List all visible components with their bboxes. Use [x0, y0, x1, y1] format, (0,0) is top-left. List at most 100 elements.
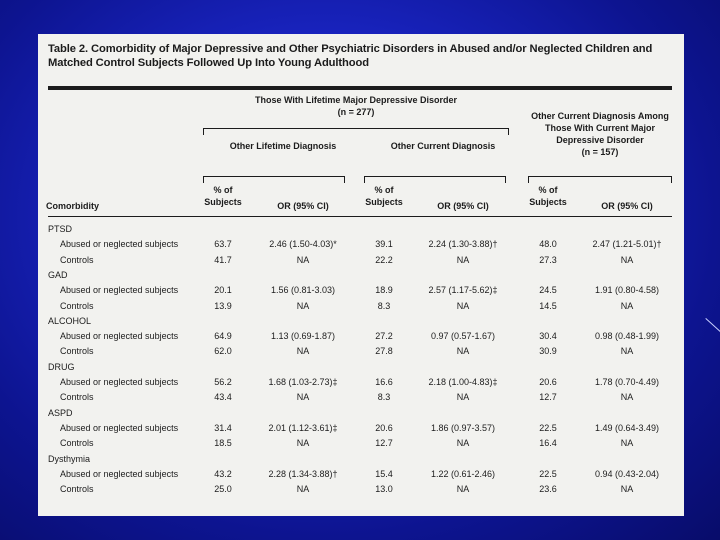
table-cell: 63.7	[214, 239, 232, 250]
table-row: Controls 41.7 NA 22.2 NA 27.3 NA	[38, 253, 684, 268]
current-group-n: (n = 157)	[581, 147, 619, 157]
table-cell: 16.6	[375, 377, 393, 387]
table-cell: 2.18 (1.00-4.83)‡	[428, 377, 498, 387]
current-group-header: Other Current Diagnosis Among Those With…	[530, 110, 670, 158]
table-cell: 43.4	[214, 392, 232, 403]
row-label: Abused or neglected subjects	[60, 422, 179, 433]
group-label: ALCOHOL	[48, 315, 92, 326]
table-cell: 27.3	[539, 254, 557, 265]
table-cell: 30.9	[539, 346, 557, 357]
table-cell: NA	[456, 254, 470, 265]
table-row: Controls 18.5 NA 12.7 NA 16.4 NA	[38, 436, 684, 451]
current-group-bracket	[528, 176, 672, 183]
table-panel: Table 2. Comorbidity of Major Depressive…	[38, 34, 684, 516]
row-label: Controls	[60, 484, 94, 495]
table-cell: 41.7	[214, 254, 232, 265]
table-cell: 18.9	[375, 285, 393, 296]
table-cell: 56.2	[214, 377, 232, 387]
or-header-1: OR (95% CI)	[277, 201, 329, 211]
group-row: DRUG	[38, 360, 684, 375]
pct-header-3: % of Subjects	[529, 185, 567, 207]
group-row: ASPD	[38, 406, 684, 421]
table-cell: NA	[620, 484, 634, 495]
table-cell: 0.97 (0.57-1.67)	[430, 331, 496, 342]
table-row: Abused or neglected subjects 31.4 2.01 (1.…	[38, 421, 684, 436]
group-row: GAD	[38, 268, 684, 283]
table-cell: 1.22 (0.61-2.46)	[430, 468, 496, 479]
table-cell: 31.4	[214, 422, 232, 433]
row-label: Abused or neglected subjects	[60, 239, 179, 250]
table-cell: NA	[296, 484, 310, 495]
table-cell: NA	[456, 484, 470, 495]
table-cell: NA	[620, 392, 634, 403]
table-cell: 14.5	[539, 300, 557, 311]
row-label: Controls	[60, 438, 94, 449]
table-cell: 12.7	[539, 392, 557, 403]
table-cell: NA	[456, 300, 470, 311]
comorbidity-header: Comorbidity	[46, 201, 99, 211]
table-cell: 43.2	[214, 468, 232, 479]
table-cell: 20.1	[214, 285, 232, 296]
table-cell: 27.8	[375, 346, 393, 357]
row-label: Controls	[60, 254, 94, 265]
other-lifetime-header: Other Lifetime Diagnosis	[229, 141, 337, 151]
table-cell: NA	[456, 438, 470, 449]
table-cell: 23.6	[539, 484, 557, 495]
table-cell: NA	[620, 254, 634, 265]
group-row: PTSD	[38, 222, 684, 237]
table-cell: 24.5	[539, 285, 557, 296]
table-cell: 39.1	[375, 239, 393, 250]
current-group-label: Other Current Diagnosis Among Those With…	[531, 111, 669, 145]
table-cell: 22.5	[539, 468, 557, 479]
group-label: DRUG	[48, 361, 75, 372]
lifetime-group-n: (n = 277)	[337, 107, 375, 117]
table-row: Abused or neglected subjects 63.7 2.46 (1.…	[38, 237, 684, 252]
table-cell: 12.7	[375, 438, 393, 449]
table-cell: NA	[296, 392, 310, 403]
table-cell: 1.78 (0.70-4.49)	[594, 377, 660, 387]
table-cell: 48.0	[539, 239, 557, 250]
table-cell: 22.5	[539, 422, 557, 433]
table-cell: 30.4	[539, 331, 557, 342]
lifetime-group-header: Those With Lifetime Major Depressive Dis…	[206, 94, 506, 118]
table-cell: 13.9	[214, 300, 232, 311]
table-cell: 2.57 (1.17-5.62)‡	[428, 285, 498, 296]
group-label: Dysthymia	[48, 453, 91, 464]
table-cell: 25.0	[214, 484, 232, 495]
table-row: Abused or neglected subjects 20.1 1.56 (0.…	[38, 283, 684, 298]
group-row: ALCOHOL	[38, 314, 684, 329]
lifetime-group-bracket	[203, 128, 509, 135]
table-cell: 22.2	[375, 254, 393, 265]
table-cell: 2.46 (1.50-4.03)*	[269, 239, 337, 250]
table-cell: NA	[296, 438, 310, 449]
table-cell: 8.3	[377, 300, 391, 311]
table-cell: 0.98 (0.48-1.99)	[594, 331, 660, 342]
table-cell: 0.94 (0.43-2.04)	[594, 468, 660, 479]
table-row: Controls 62.0 NA 27.8 NA 30.9 NA	[38, 344, 684, 359]
row-label: Abused or neglected subjects	[60, 285, 179, 296]
table-cell: 1.68 (1.03-2.73)‡	[268, 377, 338, 387]
group-label: PTSD	[48, 224, 73, 234]
table-cell: NA	[620, 346, 634, 357]
row-label: Controls	[60, 300, 94, 311]
row-label: Controls	[60, 392, 94, 403]
or-header-2: OR (95% CI)	[437, 201, 489, 211]
table-cell: 16.4	[539, 438, 557, 449]
table-cell: 15.4	[375, 468, 393, 479]
row-label: Abused or neglected subjects	[60, 331, 179, 342]
table-cell: 1.91 (0.80-4.58)	[594, 285, 660, 296]
table-cell: NA	[456, 346, 470, 357]
table-row: Abused or neglected subjects 43.2 2.28 (1.…	[38, 467, 684, 482]
table-cell: 2.47 (1.21-5.01)†	[592, 239, 662, 250]
table-row: Abused or neglected subjects 56.2 1.68 (1.…	[38, 375, 684, 390]
table-cell: 1.49 (0.64-3.49)	[594, 422, 660, 433]
pct-header-2: % of Subjects	[365, 185, 403, 207]
table-cell: 13.0	[375, 484, 393, 495]
table-row: Controls 13.9 NA 8.3 NA 14.5 NA	[38, 299, 684, 314]
table-cell: 18.5	[214, 438, 232, 449]
table-cell: 64.9	[214, 331, 232, 342]
other-lifetime-bracket	[203, 176, 345, 183]
row-label: Abused or neglected subjects	[60, 377, 179, 387]
group-label: GAD	[48, 269, 68, 280]
row-label: Abused or neglected subjects	[60, 468, 179, 479]
